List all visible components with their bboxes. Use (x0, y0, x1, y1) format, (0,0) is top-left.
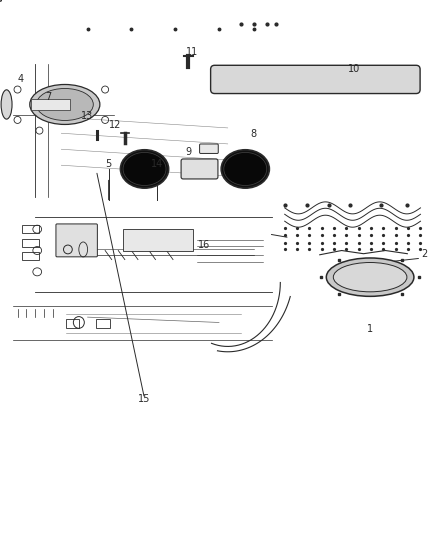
Bar (22, 252, 39, 260)
Text: 16: 16 (198, 240, 210, 250)
Ellipse shape (221, 150, 269, 188)
FancyBboxPatch shape (200, 144, 218, 154)
Text: 7: 7 (45, 92, 51, 102)
Text: 8: 8 (250, 130, 256, 139)
Text: 1: 1 (367, 325, 373, 334)
FancyBboxPatch shape (181, 159, 218, 179)
Bar (96, 319, 110, 328)
Ellipse shape (333, 263, 407, 292)
Text: 13: 13 (81, 111, 93, 121)
Text: 4: 4 (18, 74, 24, 84)
Bar (66, 319, 79, 328)
FancyBboxPatch shape (211, 65, 420, 94)
Ellipse shape (326, 258, 414, 296)
Ellipse shape (120, 150, 169, 188)
Text: 11: 11 (186, 47, 198, 57)
Ellipse shape (123, 152, 166, 185)
FancyBboxPatch shape (56, 224, 97, 257)
Bar (22, 225, 39, 233)
Text: 10: 10 (348, 64, 360, 74)
Text: 12: 12 (109, 120, 121, 130)
Ellipse shape (1, 90, 12, 119)
Text: 15: 15 (138, 394, 151, 403)
Text: 2: 2 (422, 249, 428, 259)
Text: 9: 9 (185, 147, 191, 157)
Bar (22, 239, 39, 247)
Text: 5: 5 (106, 159, 112, 169)
Text: 14: 14 (151, 159, 163, 169)
Bar (31, 99, 70, 110)
Ellipse shape (30, 84, 100, 125)
Ellipse shape (224, 152, 267, 185)
Ellipse shape (36, 88, 93, 120)
Bar (123, 229, 193, 251)
